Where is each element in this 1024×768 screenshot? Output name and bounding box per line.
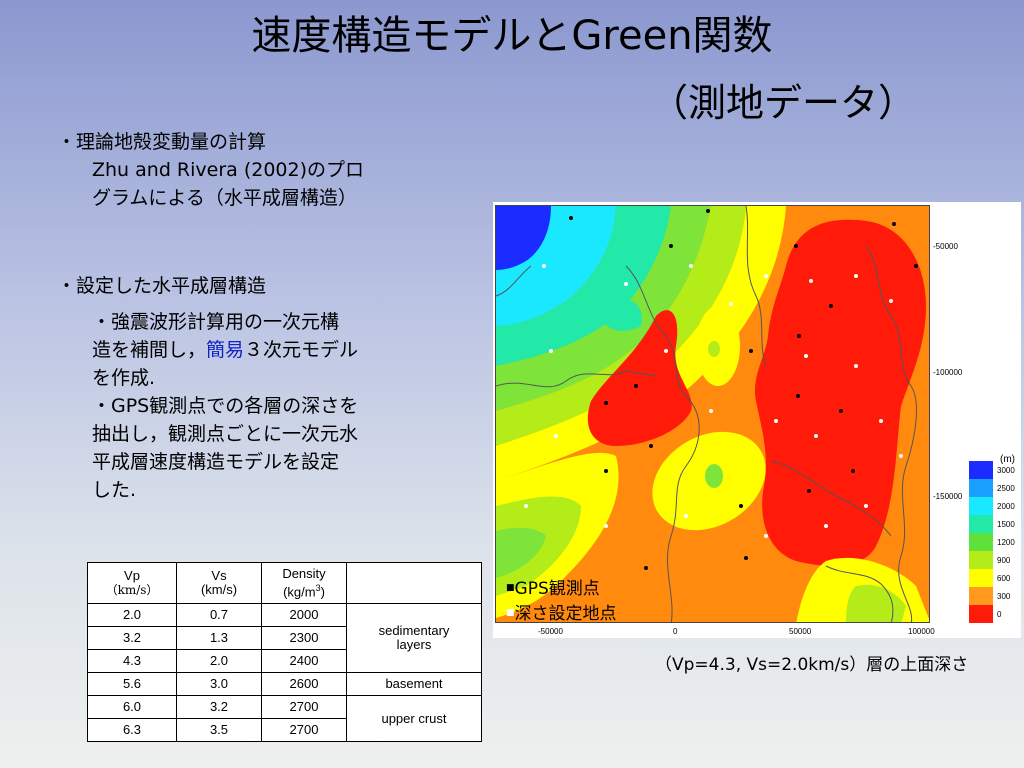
bullet-3d-model-line2b: ３次元モデル [244,339,359,361]
bullet-calculation-line2: グラムによる（水平成層構造） [92,187,357,209]
group-basement: basement [346,672,482,696]
gps-legend-black: ■GPS観測点 [506,579,600,599]
legend-label: 300 [997,591,1011,601]
depth-contour-map [495,205,930,623]
table-row: 6.3 3.5 2700 [87,718,482,742]
legend-swatch [969,587,993,605]
legend-entry: 2500 [969,479,1019,497]
legend-swatch [969,497,993,515]
bullet-3d-model-line1: ・強震波形計算用の一次元構 [92,311,340,333]
legend-label: 600 [997,573,1011,583]
bullet-calculation: ・理論地殻変動量の計算 Zhu and Rivera (2002)のプロ グラム… [57,128,364,212]
legend-unit: (m) [1000,454,1015,465]
map-x-tick-3: 50000 [789,627,812,636]
group-upper-crust: upper crust [346,695,482,742]
table-row: 6.0 3.2 2700 upper crust [87,695,482,742]
bullet-layered-structure: ・設定した水平成層構造 [57,275,267,297]
legend-swatch [969,479,993,497]
legend-label: 1200 [997,537,1015,547]
group-sedimentary: sedimentary layers [346,603,482,673]
table-row: 3.2 1.3 2300 [87,626,482,650]
header-vs: Vs (km/s) [176,562,262,604]
map-x-tick-2: 0 [673,627,678,636]
contour-map-graphic [496,206,929,622]
legend-entry: 1500 [969,515,1019,533]
bullet-gps-line4: した. [92,479,137,501]
legend-swatch [969,461,993,479]
map-y-tick-1: -50000 [933,242,958,251]
map-y-tick-3: -150000 [933,492,963,501]
header-layer-type [346,562,482,604]
legend-entry: 600 [969,569,1019,587]
velocity-structure-table: Vp （km/s） Vs (km/s) Density (kg/m3) 2.0 0.7 2… [87,562,482,742]
legend-entry: 3000 [969,461,1019,479]
header-vp: Vp （km/s） [87,562,177,604]
bullet-3d-model-line2: 造を補間し，簡易３次元モデル [92,336,472,364]
gps-legend: ■GPS観測点 ■深さ設定地点 [506,576,617,626]
table-row: 2.0 0.7 2000 sedimentary layers [87,603,482,673]
depth-color-legend: 3000 2500 2000 1500 1200 900 600 300 0 [969,461,1019,623]
map-y-tick-2: -100000 [933,368,963,377]
bullet-3d-model: ・強震波形計算用の一次元構 造を補間し，簡易３次元モデル を作成. ・GPS観測… [92,308,472,504]
map-x-tick-4: 100000 [908,627,935,636]
legend-swatch [969,533,993,551]
legend-entry: 900 [969,551,1019,569]
legend-label: 2500 [997,483,1015,493]
legend-entry: 2000 [969,497,1019,515]
bullet-3d-model-line3: を作成. [92,367,156,389]
legend-swatch [969,515,993,533]
highlight-simple: 簡易 [206,339,245,361]
depth-map-figure: -50000 -100000 -150000 -50000 0 50000 10… [493,202,1021,638]
legend-swatch [969,605,993,623]
legend-entry: 300 [969,587,1019,605]
legend-entry: 0 [969,605,1019,623]
bullet-gps-line3: 平成層速度構造モデルを設定 [92,451,340,473]
legend-swatch [969,551,993,569]
bullet-calculation-heading: ・理論地殻変動量の計算 [57,131,267,153]
map-x-tick-1: -50000 [538,627,563,636]
gps-legend-white: ■深さ設定地点 [506,604,617,624]
bullet-gps-line1: ・GPS観測点での各層の深さを [92,395,359,417]
header-density: Density (kg/m3) [261,562,347,604]
legend-label: 1500 [997,519,1015,529]
bullet-calculation-line1: Zhu and Rivera (2002)のプロ [92,159,365,181]
legend-label: 2000 [997,501,1015,511]
table-row: 5.6 3.0 2600 basement [87,672,482,696]
table-row: 4.3 2.0 2400 [87,649,482,673]
table-header-row: Vp （km/s） Vs (km/s) Density (kg/m3) [87,562,482,604]
slide-subtitle: （測地データ） [650,81,917,125]
bullet-3d-model-line2a: 造を補間し， [92,339,207,361]
slide-title: 速度構造モデルとGreen関数 [251,13,773,59]
map-caption: （Vp=4.3, Vs=2.0km/s）層の上面深さ [655,655,969,675]
legend-label: 3000 [997,465,1015,475]
legend-swatch [969,569,993,587]
legend-label: 900 [997,555,1011,565]
bullet-gps-line2: 抽出し，観測点ごとに一次元水 [92,423,359,445]
legend-label: 0 [997,609,1002,619]
legend-entry: 1200 [969,533,1019,551]
